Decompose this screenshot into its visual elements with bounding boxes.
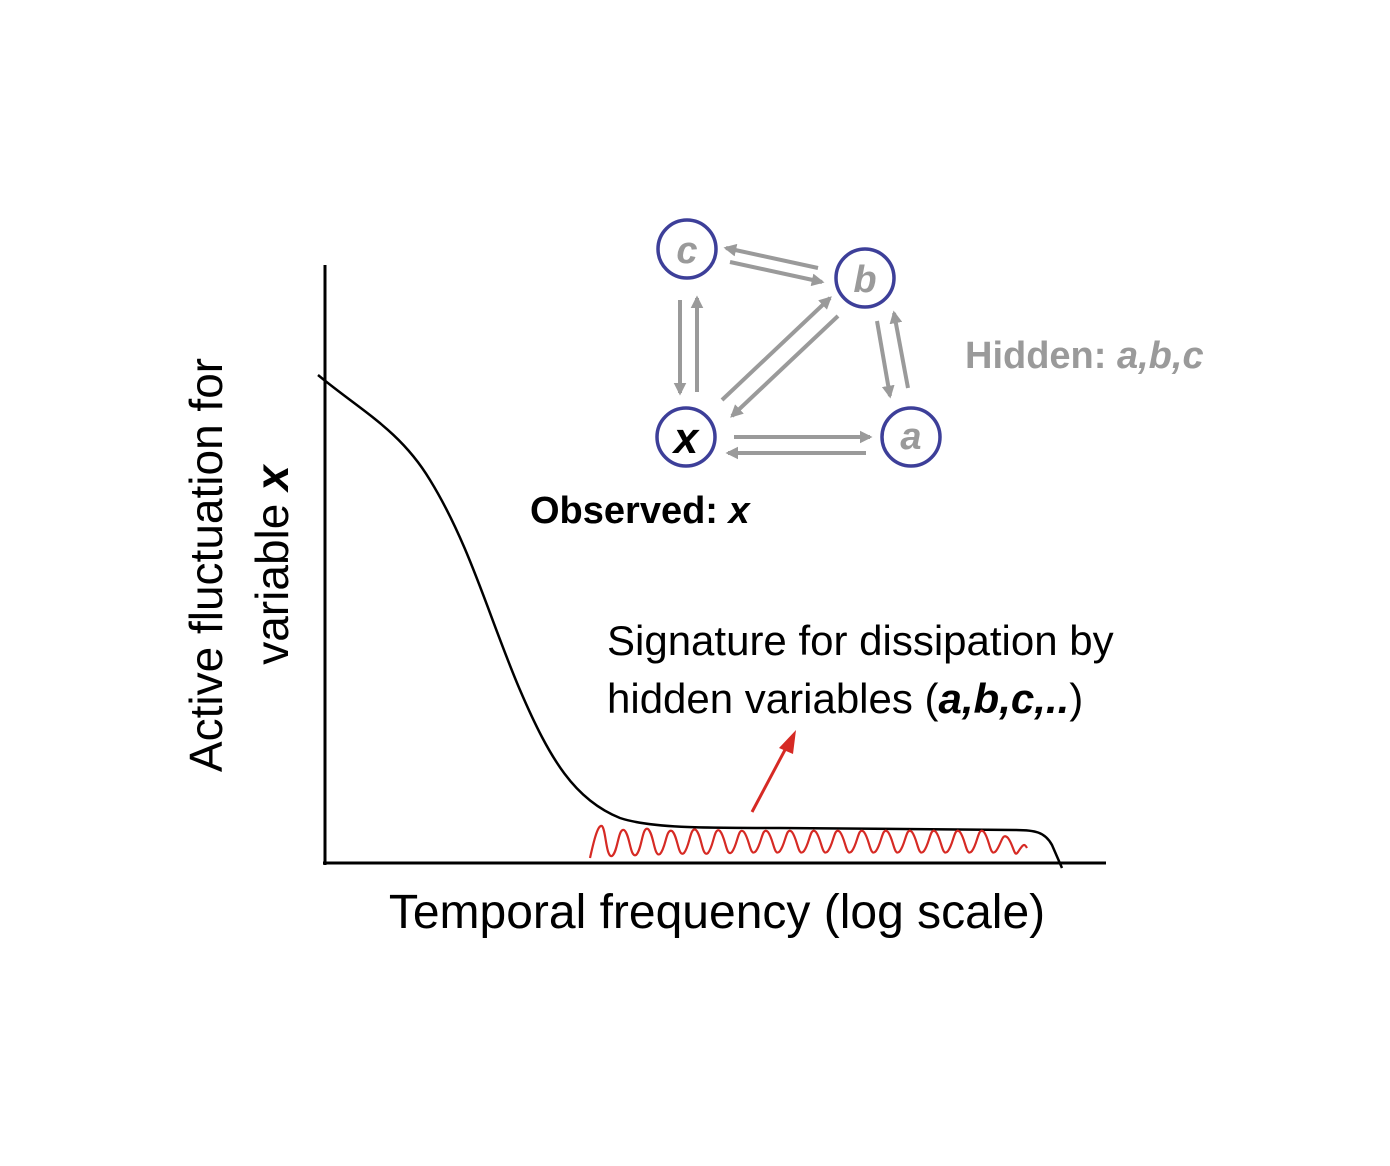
node-c-circle [656, 218, 718, 280]
y-axis-label-line2: variable x [246, 463, 298, 665]
node-a-label: a [900, 416, 921, 458]
edge-c-to-b-arrow [729, 260, 825, 287]
hidden-label-prefix: Hidden: [965, 335, 1117, 377]
dissipation-signature-squiggle [588, 824, 1028, 859]
observed-variable-label: Observed: x [530, 490, 752, 532]
edge-b-to-a-arrow [875, 320, 895, 399]
node-b-circle [834, 247, 896, 309]
node-c-label: c [676, 230, 697, 272]
annotation-hidden-vars: a,b,c,.. [939, 675, 1070, 722]
annotation-line1: Signature for dissipation by [607, 617, 1114, 664]
annotation-line2: hidden variables (a,b,c,..) [607, 675, 1083, 722]
node-b: b [834, 247, 896, 309]
annotation-line2-suffix: ) [1069, 675, 1083, 722]
hidden-variables-label: Hidden: a,b,c [965, 335, 1204, 377]
node-x-label: x [672, 414, 700, 463]
edge-a-to-b-arrow [889, 310, 910, 389]
y-axis-label-line1: Active fluctuation for [180, 358, 232, 772]
node-c: c [656, 218, 718, 280]
node-a: a [880, 406, 942, 468]
node-x: x [655, 406, 717, 468]
fluctuation-curve [317, 374, 1064, 869]
hidden-label-vars: a,b,c [1117, 335, 1204, 377]
edge-x-to-b-arrow [720, 296, 832, 402]
y-axis-label-prefix: variable [246, 491, 298, 665]
edge-b-to-x-arrow [730, 314, 840, 418]
edge-b-to-c-arrow [723, 243, 819, 270]
annotation-line2-prefix: hidden variables ( [607, 675, 939, 722]
node-a-circle [880, 406, 942, 468]
network-edges [673, 243, 910, 460]
node-b-label: b [853, 259, 876, 301]
observed-label-var: x [727, 490, 752, 532]
observed-label-prefix: Observed: [530, 490, 729, 532]
signature-pointer-arrowhead [779, 730, 796, 754]
x-axis-label: Temporal frequency (log scale) [389, 886, 1045, 939]
signature-pointer-arrow [750, 747, 788, 813]
node-x-circle [655, 406, 717, 468]
y-axis-label-variable: x [246, 463, 298, 494]
